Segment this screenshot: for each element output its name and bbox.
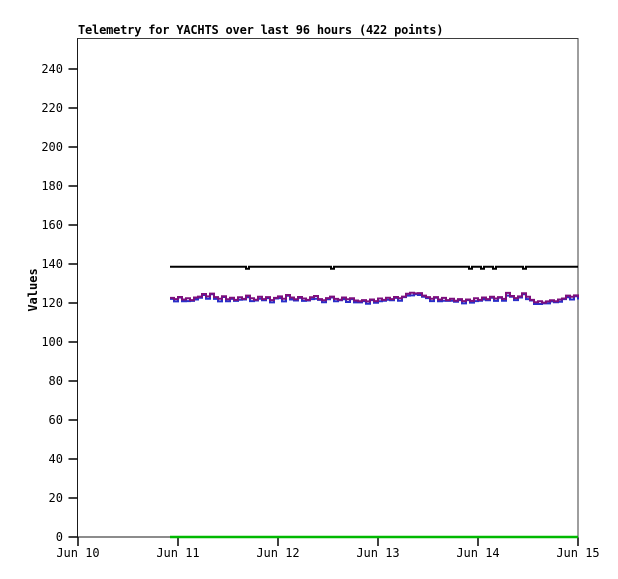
chart-title: Telemetry for YACHTS over last 96 hours … <box>78 23 444 37</box>
x-tick-label: Jun 10 <box>56 546 99 560</box>
y-tick-label: 60 <box>49 413 63 427</box>
x-tick-label: Jun 12 <box>256 546 299 560</box>
series-purple <box>170 291 579 304</box>
x-tick-label: Jun 14 <box>456 546 499 560</box>
y-tick-label: 0 <box>56 530 63 544</box>
y-tick-label: 160 <box>41 218 63 232</box>
y-tick-label: 180 <box>41 179 63 193</box>
y-tick-label: 80 <box>49 374 63 388</box>
upper-bound-line <box>170 265 578 270</box>
y-tick-label: 140 <box>41 257 63 271</box>
y-tick-label: 240 <box>41 62 63 76</box>
x-tick-label: Jun 11 <box>156 546 199 560</box>
y-tick-label: 20 <box>49 491 63 505</box>
x-tick-label: Jun 15 <box>556 546 599 560</box>
x-tick-label: Jun 13 <box>356 546 399 560</box>
y-axis-label: Values <box>26 268 40 312</box>
y-tick-label: 100 <box>41 335 63 349</box>
plot-border <box>77 38 579 538</box>
y-tick-label: 220 <box>41 101 63 115</box>
y-tick-label: 120 <box>41 296 63 310</box>
y-tick-label: 200 <box>41 140 63 154</box>
y-tick-label: 40 <box>49 452 63 466</box>
